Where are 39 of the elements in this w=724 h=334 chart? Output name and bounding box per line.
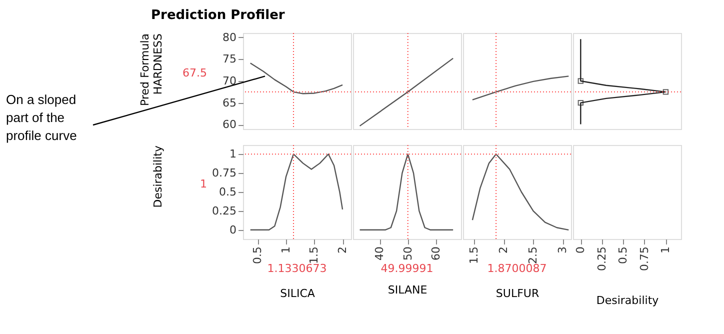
x-tick-label: 2	[497, 246, 510, 254]
text: 1.1330673	[267, 262, 327, 275]
y-tick-label: 80	[222, 30, 236, 44]
y-tick-label: 65	[222, 96, 236, 110]
y-tick-label: 70	[222, 74, 236, 88]
y-axis-title: Desirability	[152, 145, 164, 208]
text: 67.5	[182, 66, 207, 80]
x-tick-label: 1.5	[308, 246, 321, 264]
x-tick-label: 3	[556, 246, 570, 254]
x-tick-label: 1	[279, 246, 292, 254]
text: 49.99991	[380, 262, 434, 275]
y-tick-label: 0	[230, 223, 236, 236]
x-tick-label: 50	[401, 246, 414, 260]
x-tick-label: 1	[659, 246, 672, 254]
x-tick-label: 0.5	[251, 246, 264, 264]
x-tick-label: 0.25	[595, 246, 608, 271]
y-tick-label: 60	[222, 118, 236, 132]
text: 1	[200, 177, 207, 190]
y-tick-label: 1	[230, 148, 236, 161]
y-tick-label: 0.5	[219, 186, 236, 198]
y-axis-title: Pred Formula HARDNESS	[138, 33, 164, 106]
text: 1.8700087	[487, 262, 547, 275]
y-tick-label: 75	[222, 52, 236, 66]
x-tick-label: 1.5	[468, 246, 481, 264]
x-tick-label: 60	[430, 246, 443, 260]
x-tick-label: 2.5	[526, 246, 540, 264]
x-tick-label: 40	[373, 246, 386, 260]
y-tick-label: 0.25	[212, 204, 236, 218]
x-tick-label: 0.75	[638, 246, 651, 271]
x-tick-label: 0	[574, 246, 588, 254]
text: On a sloped part of the profile curve	[6, 92, 77, 143]
x-axis-title: SILANE	[388, 283, 428, 296]
x-tick-label: 0.5	[616, 246, 630, 264]
chart-title: Prediction Profiler	[151, 8, 286, 23]
y-tick-label: 0.75	[212, 166, 236, 180]
x-tick-label: 2	[336, 246, 350, 254]
x-axis-title: SILICA	[280, 286, 316, 300]
x-axis-title: Desirability	[596, 294, 660, 307]
x-axis-title: SULFUR	[496, 286, 540, 300]
